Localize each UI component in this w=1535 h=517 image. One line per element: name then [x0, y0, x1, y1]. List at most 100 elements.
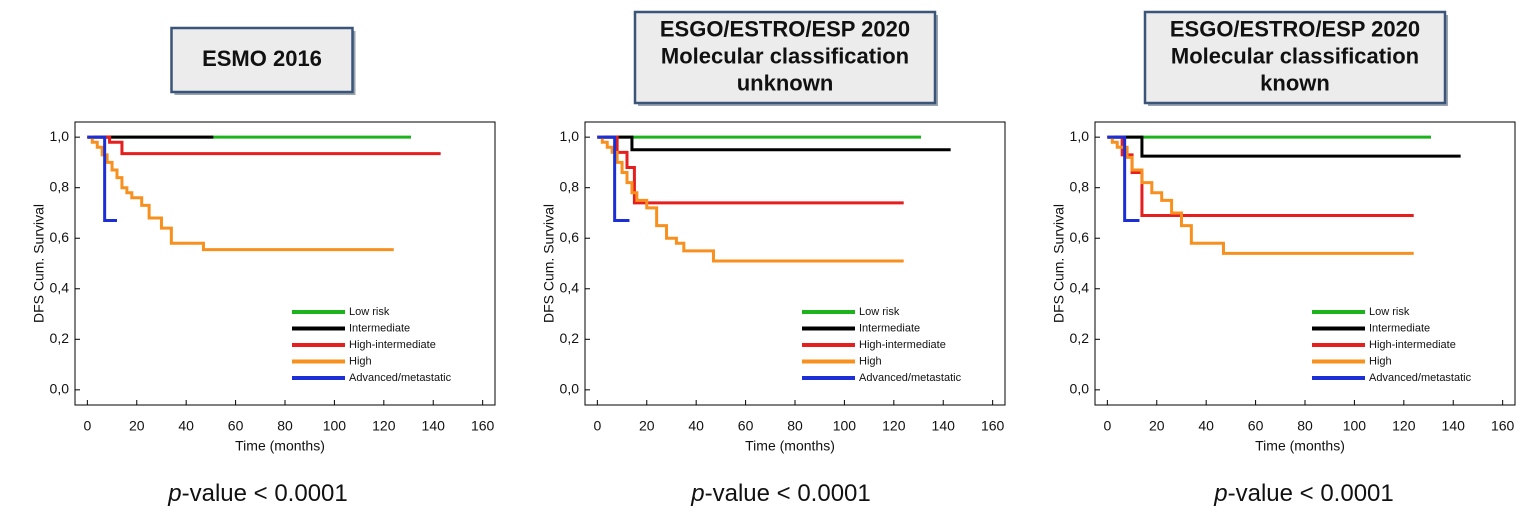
legend-label: Intermediate [1369, 322, 1430, 334]
y-tick-label: 0,0 [560, 381, 580, 397]
y-tick-label: 0,4 [560, 279, 580, 295]
x-tick-label: 80 [1297, 418, 1313, 434]
legend-label: Low risk [349, 306, 390, 318]
x-tick-label: 40 [1198, 418, 1214, 434]
x-axis-label: Time (months) [235, 438, 325, 454]
legend-label: High [349, 355, 372, 367]
plot-frame [74, 121, 496, 406]
x-tick-label: 120 [372, 418, 396, 434]
survival-curve [1107, 135, 1461, 158]
survival-curve [87, 135, 394, 252]
x-tick-label: 140 [932, 418, 956, 434]
p-value: p-value < 0.0001 [1213, 480, 1393, 507]
x-tick-label: 160 [1491, 418, 1515, 434]
x-tick-label: 100 [1343, 418, 1367, 434]
y-tick-label: 0,4 [50, 279, 70, 295]
x-tick-label: 0 [593, 418, 601, 434]
title-box [633, 10, 937, 105]
legend-label: Low risk [1369, 306, 1410, 318]
x-tick-label: 0 [83, 418, 91, 434]
p-value-part: p [167, 480, 181, 507]
legend-label: High-intermediate [1369, 339, 1456, 351]
survival-curve [1107, 135, 1414, 217]
x-tick-label: 160 [981, 418, 1005, 434]
x-tick-label: 80 [787, 418, 803, 434]
survival-curve [597, 135, 904, 263]
x-tick-label: 20 [1149, 418, 1165, 434]
y-tick-label: 0,0 [50, 381, 70, 397]
legend-label: Advanced/metastatic [1369, 372, 1472, 384]
legend-label: Advanced/metastatic [349, 372, 452, 384]
p-value: p-value < 0.0001 [690, 480, 870, 507]
y-tick-label: 0,8 [50, 178, 70, 194]
survival-curve [1107, 135, 1140, 223]
y-tick-label: 0,6 [50, 229, 70, 245]
y-tick-label: 0,6 [1070, 229, 1090, 245]
x-tick-label: 60 [738, 418, 754, 434]
legend-label: Intermediate [349, 322, 410, 334]
legend-label: Low risk [859, 306, 900, 318]
y-tick-label: 0,8 [560, 178, 580, 194]
x-tick-label: 60 [1248, 418, 1264, 434]
legend-label: Intermediate [859, 322, 920, 334]
survival-curve [1107, 135, 1414, 255]
legend-label: High-intermediate [349, 339, 436, 351]
y-tick-label: 0,6 [560, 229, 580, 245]
chart-title: ESGO/ESTRO/ESP 2020 [1170, 16, 1420, 41]
y-tick-label: 1,0 [1070, 128, 1090, 144]
p-value-part: -value < 0.0001 [705, 480, 871, 507]
x-tick-label: 40 [688, 418, 704, 434]
x-tick-label: 160 [471, 418, 495, 434]
x-tick-label: 100 [323, 418, 347, 434]
chart-title: known [1260, 70, 1330, 95]
chart-title: unknown [737, 70, 834, 95]
y-tick-label: 1,0 [50, 128, 70, 144]
p-value-part: -value < 0.0001 [1228, 480, 1394, 507]
y-tick-label: 0,0 [1070, 381, 1090, 397]
legend-label: High [1369, 355, 1392, 367]
p-value-part: p [1213, 480, 1227, 507]
x-axis-label: Time (months) [1255, 438, 1345, 454]
x-axis-label: Time (months) [745, 438, 835, 454]
y-axis-label: DFS Cum. Survival [1051, 204, 1067, 323]
y-tick-label: 0,2 [560, 330, 580, 346]
survival-curve [597, 135, 951, 152]
x-tick-label: 80 [277, 418, 293, 434]
y-tick-label: 0,2 [1070, 330, 1090, 346]
legend-label: Advanced/metastatic [859, 372, 962, 384]
p-value-part: -value < 0.0001 [182, 480, 348, 507]
x-tick-label: 100 [833, 418, 857, 434]
y-tick-label: 0,4 [1070, 279, 1090, 295]
survival-curve [87, 135, 117, 223]
x-tick-label: 120 [1392, 418, 1416, 434]
y-tick-label: 0,8 [1070, 178, 1090, 194]
y-axis-label: DFS Cum. Survival [541, 204, 557, 323]
p-value: p-value < 0.0001 [167, 480, 347, 507]
legend-label: High-intermediate [859, 339, 946, 351]
x-tick-label: 20 [639, 418, 655, 434]
legend-label: High [859, 355, 882, 367]
x-tick-label: 20 [129, 418, 145, 434]
y-tick-label: 0,2 [50, 330, 70, 346]
y-axis-label: DFS Cum. Survival [31, 204, 47, 323]
survival-curve [597, 135, 904, 205]
x-tick-label: 40 [178, 418, 194, 434]
chart-title: ESGO/ESTRO/ESP 2020 [660, 16, 910, 41]
panel: ESMO 2016 0,0 0,2 0,4 0,6 0,8 1,0 0 20 40 60 80 100 1… [31, 26, 496, 507]
title-box [170, 26, 354, 94]
survival-curve [597, 135, 630, 223]
y-tick-label: 1,0 [560, 128, 580, 144]
survival-curve [87, 135, 441, 156]
x-tick-label: 0 [1103, 418, 1111, 434]
x-tick-label: 140 [422, 418, 446, 434]
title-box [1143, 10, 1447, 105]
chart-title: Molecular classification [1171, 43, 1419, 68]
x-tick-label: 140 [1442, 418, 1466, 434]
p-value-part: p [690, 480, 704, 507]
chart-title: Molecular classification [661, 43, 909, 68]
x-tick-label: 60 [228, 418, 244, 434]
plot-frame [584, 121, 1006, 406]
